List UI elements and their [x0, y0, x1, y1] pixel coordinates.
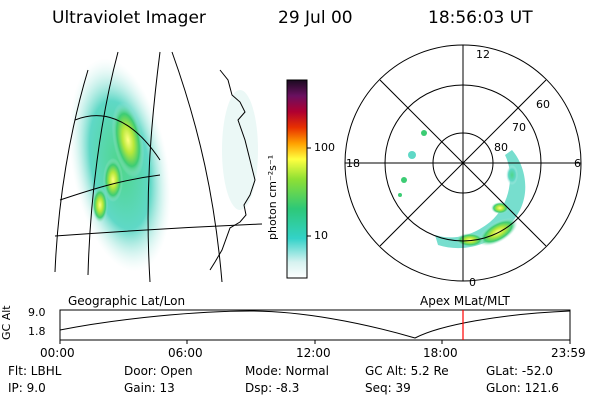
time-tick-2359: 23:59 — [551, 346, 586, 360]
mlt-label-6: 6 — [574, 157, 581, 170]
apex-label: Apex MLat/MLT — [420, 294, 510, 308]
status-ip: IP: 9.0 — [8, 381, 46, 395]
geographic-map — [54, 51, 263, 283]
time-tick-0000: 00:00 — [40, 346, 75, 360]
status-seq: Seq: 39 — [365, 381, 411, 395]
time-tick-1200: 12:00 — [296, 346, 331, 360]
altitude-plot — [59, 309, 571, 344]
polar-plot — [344, 44, 582, 282]
time-label: 18:56:03 UT — [428, 8, 533, 28]
lat-label-60: 60 — [536, 98, 550, 111]
alt-tick-high: 9.0 — [28, 306, 46, 319]
status-glat: GLat: -52.0 — [486, 364, 553, 378]
date-label: 29 Jul 00 — [278, 8, 353, 28]
status-gc-alt: GC Alt: 5.2 Re — [365, 364, 449, 378]
alt-tick-low: 1.8 — [28, 325, 46, 338]
colorbar-tick-10: 10 — [314, 229, 328, 242]
status-mode: Mode: Normal — [245, 364, 329, 378]
lat-label-70: 70 — [512, 121, 526, 134]
time-tick-0600: 06:00 — [168, 346, 203, 360]
status-filter: Flt: LBHL — [8, 364, 62, 378]
time-tick-1800: 18:00 — [423, 346, 458, 360]
color-bar — [286, 79, 311, 279]
mlt-label-18: 18 — [346, 157, 360, 170]
status-door: Door: Open — [124, 364, 193, 378]
mlt-label-0: 0 — [469, 276, 476, 289]
gc-alt-axis-label: GC Alt — [0, 305, 13, 340]
status-gain: Gain: 13 — [124, 381, 175, 395]
colorbar-label: photon cm⁻²s⁻¹ — [266, 154, 279, 240]
status-dsp: Dsp: -8.3 — [245, 381, 300, 395]
instrument-title: Ultraviolet Imager — [52, 8, 206, 28]
status-glon: GLon: 121.6 — [486, 381, 559, 395]
lat-label-80: 80 — [494, 141, 508, 154]
colorbar-tick-100: 100 — [314, 141, 335, 154]
mlt-label-12: 12 — [476, 48, 490, 61]
geographic-label: Geographic Lat/Lon — [68, 294, 186, 308]
